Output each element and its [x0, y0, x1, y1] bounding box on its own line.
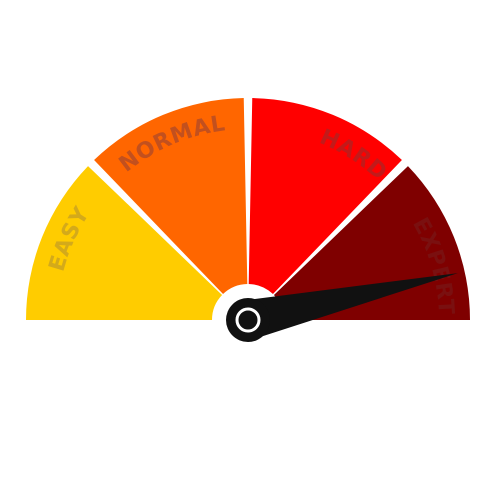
segment-hard: [248, 98, 402, 295]
needle-hub-ring: [235, 307, 261, 333]
segment-normal: [94, 98, 248, 295]
segment-easy: [26, 166, 223, 320]
needle-hub: [226, 298, 270, 342]
gauge-needle: [243, 273, 458, 340]
